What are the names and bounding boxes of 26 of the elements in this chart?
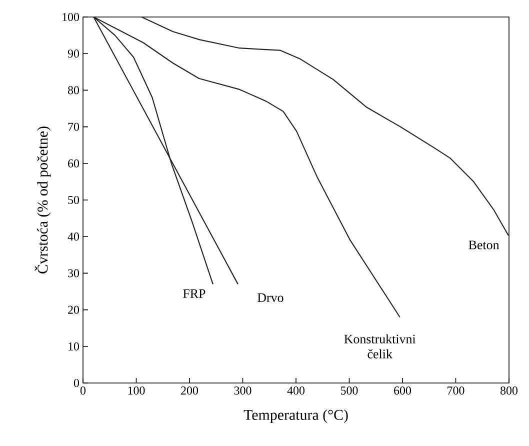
x-axis-title: Temperatura (°C) bbox=[244, 409, 348, 423]
series-label: Drvo bbox=[258, 293, 284, 302]
y-tick-label: 50 bbox=[68, 196, 80, 204]
y-tick-label: 30 bbox=[68, 269, 80, 278]
y-tick-label: 70 bbox=[68, 122, 80, 131]
y-tick-label: 10 bbox=[68, 342, 80, 350]
x-tick-label: 100 bbox=[128, 386, 145, 395]
series-label: Beton bbox=[468, 240, 500, 250]
x-tick-label: 200 bbox=[181, 386, 198, 395]
y-tick-label: 40 bbox=[68, 232, 80, 241]
series-label: FRP bbox=[183, 289, 206, 298]
y-axis-title: Čvrstoća (% od početne) bbox=[34, 126, 51, 274]
x-tick-label: 600 bbox=[394, 386, 411, 395]
y-tick-label: 20 bbox=[68, 306, 80, 314]
y-tick-label: 0 bbox=[74, 378, 80, 388]
y-tick-label: 60 bbox=[68, 159, 80, 168]
x-tick-label: 0 bbox=[80, 386, 86, 395]
y-tick-label: 80 bbox=[68, 86, 80, 94]
series-label: Konstruktivni čelik bbox=[344, 334, 416, 358]
x-tick-label: 700 bbox=[448, 386, 464, 395]
x-tick-label: 500 bbox=[340, 386, 358, 395]
x-tick-label: 800 bbox=[500, 386, 518, 395]
y-tick-label: 100 bbox=[62, 12, 80, 22]
y-tick-label: 90 bbox=[68, 50, 80, 58]
x-tick-label: 300 bbox=[234, 386, 252, 395]
x-tick-label: 400 bbox=[287, 386, 304, 395]
